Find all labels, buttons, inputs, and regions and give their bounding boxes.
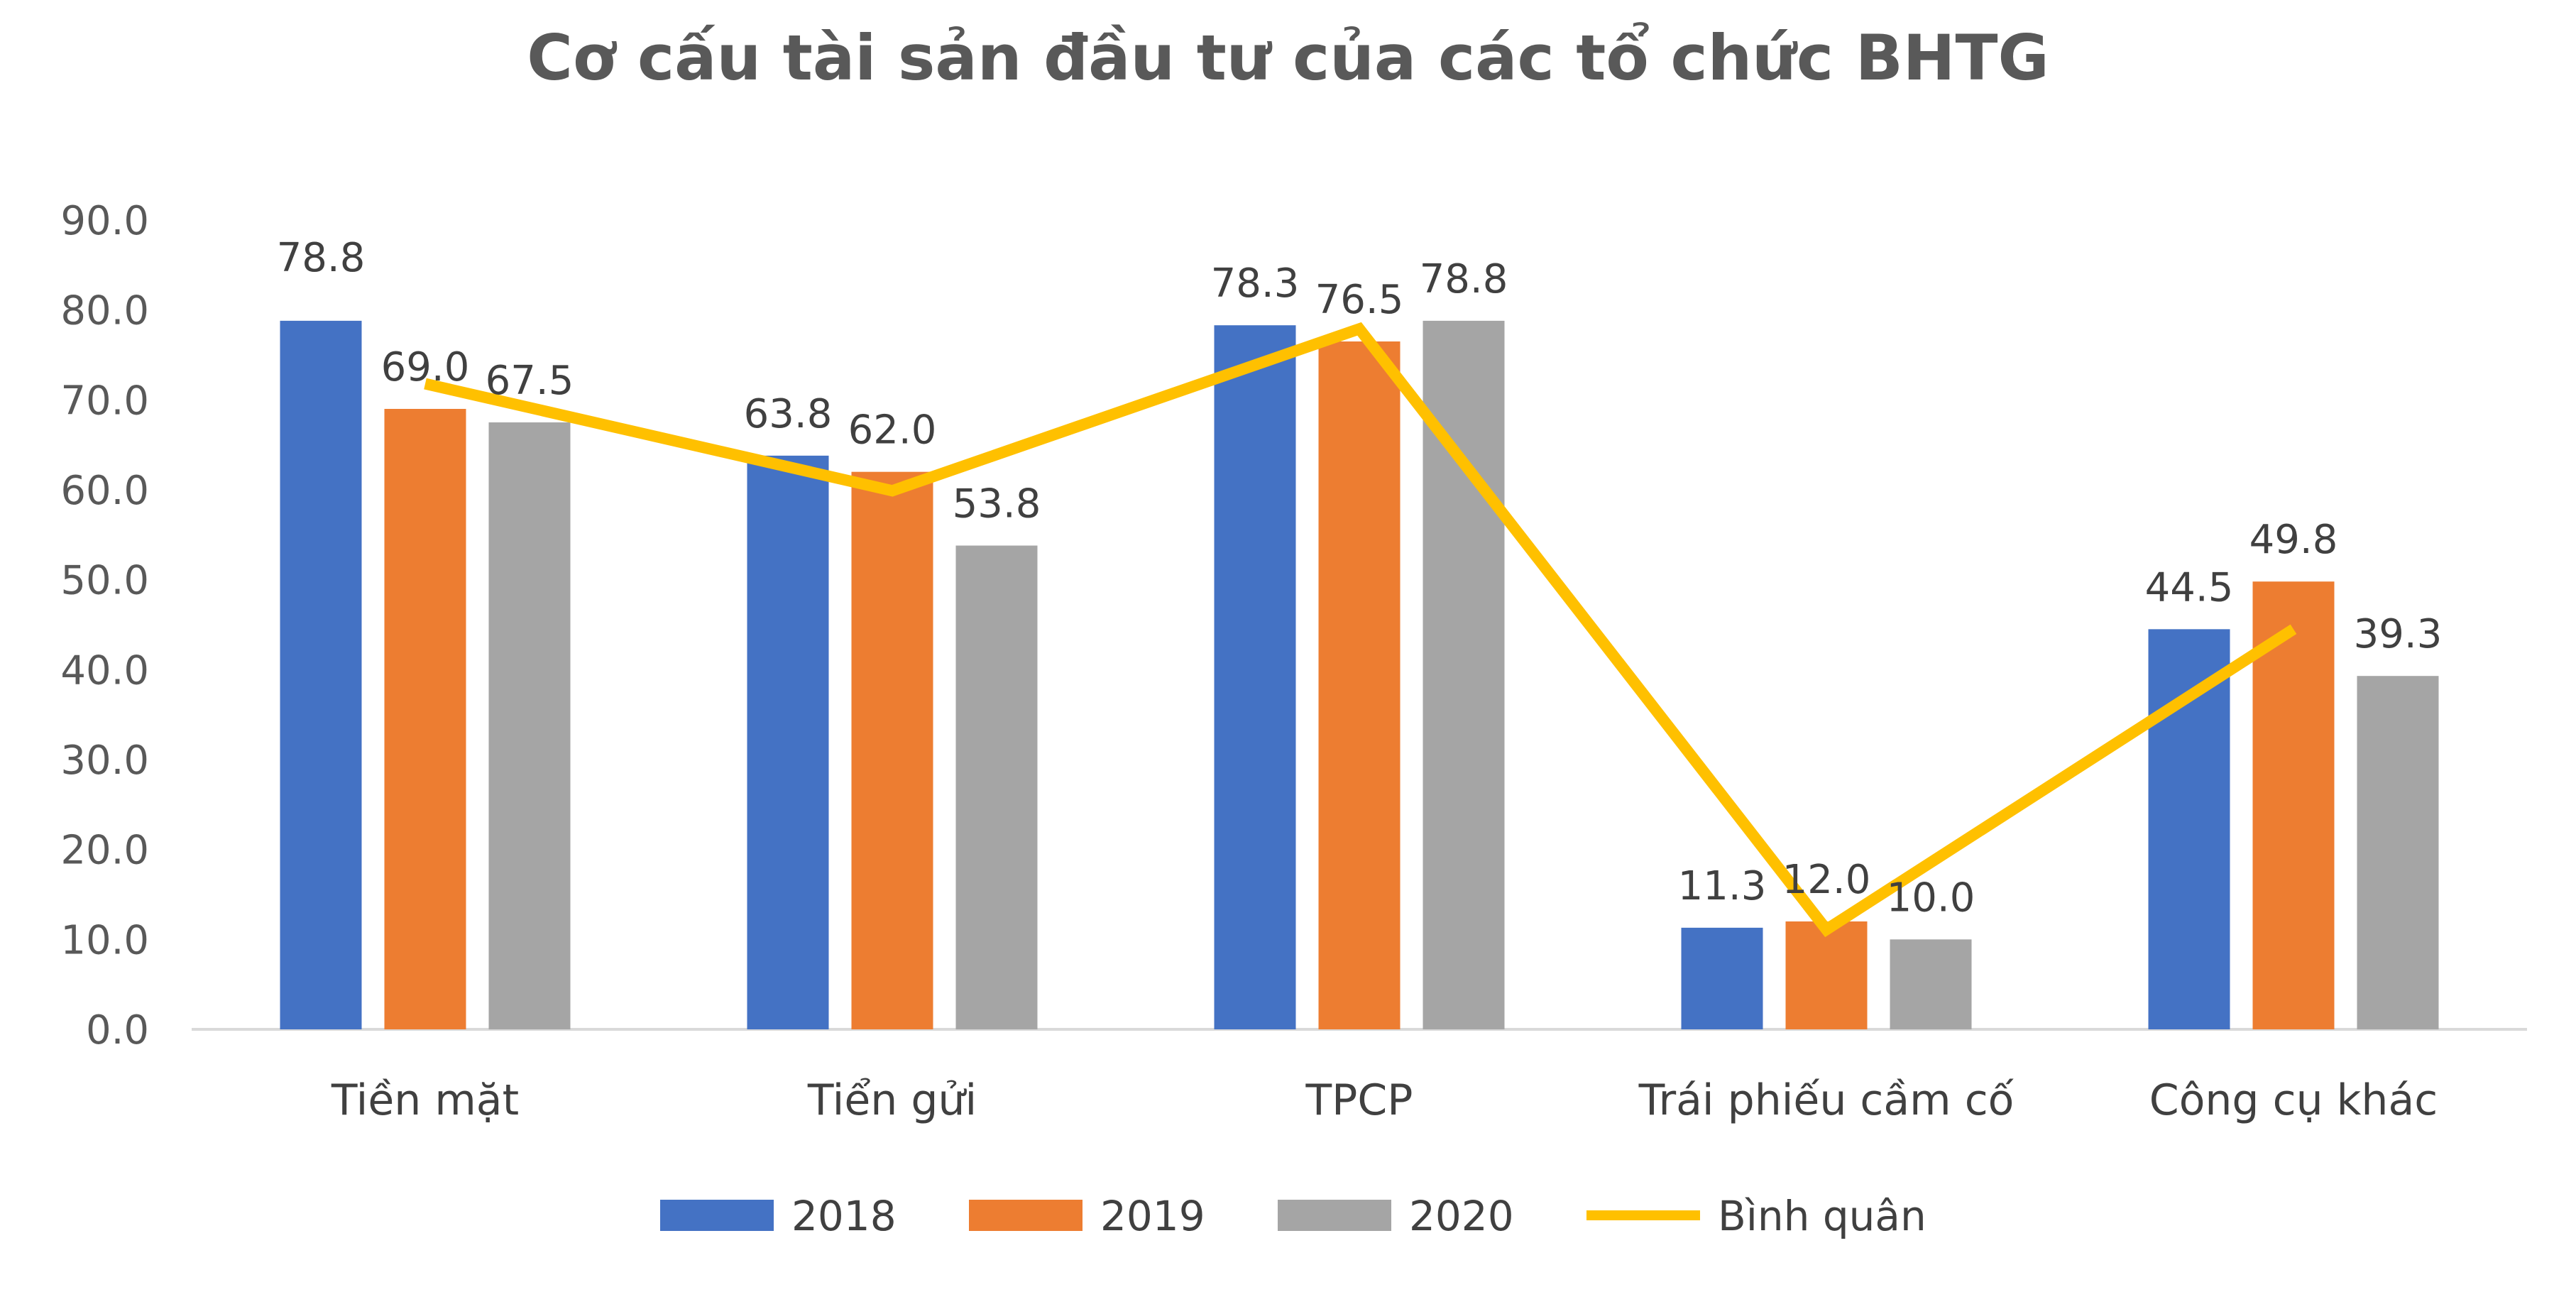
legend-swatch-2018 [660,1200,774,1231]
y-tick-label: 90.0 [60,198,149,244]
data-label: 67.5 [486,358,574,404]
chart-title: Cơ cấu tài sản đầu tư của các tổ chức BH… [527,21,2049,94]
y-tick-label: 0.0 [86,1007,149,1053]
data-label: 11.3 [1678,863,1767,909]
data-labels: 78.8 63.8 78.3 11.3 44.5 69.0 62.0 76.5 12.0 49.8… [277,235,2443,921]
data-label: 78.8 [1420,256,1508,302]
legend-label: Bình quân [1718,1192,1926,1240]
y-tick-label: 20.0 [60,828,149,874]
data-label: 63.8 [744,391,833,437]
data-label: 76.5 [1315,277,1404,323]
data-label: 78.3 [1211,261,1300,307]
bar-2020-0 [488,422,571,1029]
average-line [424,322,2297,938]
bar-2019-3 [1785,921,1868,1029]
data-label: 53.8 [953,481,1041,527]
data-label: 12.0 [1782,857,1871,903]
bar-2019-4 [2252,581,2335,1029]
bar-2020-4 [2357,676,2439,1029]
y-tick-label: 80.0 [60,288,149,334]
bar-2018-4 [2148,629,2230,1029]
bar-2020-2 [1423,320,1505,1029]
data-label: 62.0 [848,407,937,454]
y-tick-label: 60.0 [60,468,149,514]
bar-2018-1 [747,455,829,1029]
x-tick-label: TPCP [1305,1075,1413,1125]
data-label: 10.0 [1887,875,1975,921]
legend-label: 2019 [1100,1192,1205,1240]
bars [280,320,2439,1029]
x-tick-label: Tiền mặt [331,1075,519,1125]
legend-swatch-2019 [969,1200,1083,1231]
data-label: 69.0 [381,344,470,390]
legend-swatch-2020 [1278,1200,1391,1231]
bar-2018-0 [280,320,362,1029]
bar-2019-1 [851,471,933,1029]
bar-2019-2 [1318,341,1401,1029]
data-label: 44.5 [2145,564,2234,611]
y-tick-label: 50.0 [60,558,149,604]
x-tick-label: Trái phiếu cầm cố [1638,1075,2015,1125]
legend: 2018 2019 2020 Bình quân [660,1192,1926,1240]
bar-2019-0 [384,409,466,1029]
legend-label: 2020 [1409,1192,1514,1240]
bar-2018-3 [1681,927,1763,1029]
y-tick-label: 70.0 [60,378,149,424]
bar-2018-2 [1214,325,1296,1029]
data-label: 39.3 [2354,611,2443,657]
x-tick-label: Tiển gửi [807,1075,977,1125]
category-labels: Tiền mặt Tiển gửi TPCP Trái phiếu cầm cố Côn… [331,1075,2438,1125]
y-tick-label: 40.0 [60,647,149,694]
y-axis-ticks: 0.0 10.0 20.0 30.0 40.0 50.0 60.0 70.0 80.0 90.0 [60,198,149,1053]
average-line-group [424,322,2297,938]
bar-2020-1 [955,545,1038,1029]
y-tick-label: 10.0 [60,917,149,963]
legend-label: 2018 [791,1192,897,1240]
bar-2020-3 [1890,939,1972,1029]
x-tick-label: Công cụ khác [2149,1075,2438,1125]
y-tick-label: 30.0 [60,738,149,784]
data-label: 78.8 [277,235,366,281]
data-label: 49.8 [2249,517,2338,563]
